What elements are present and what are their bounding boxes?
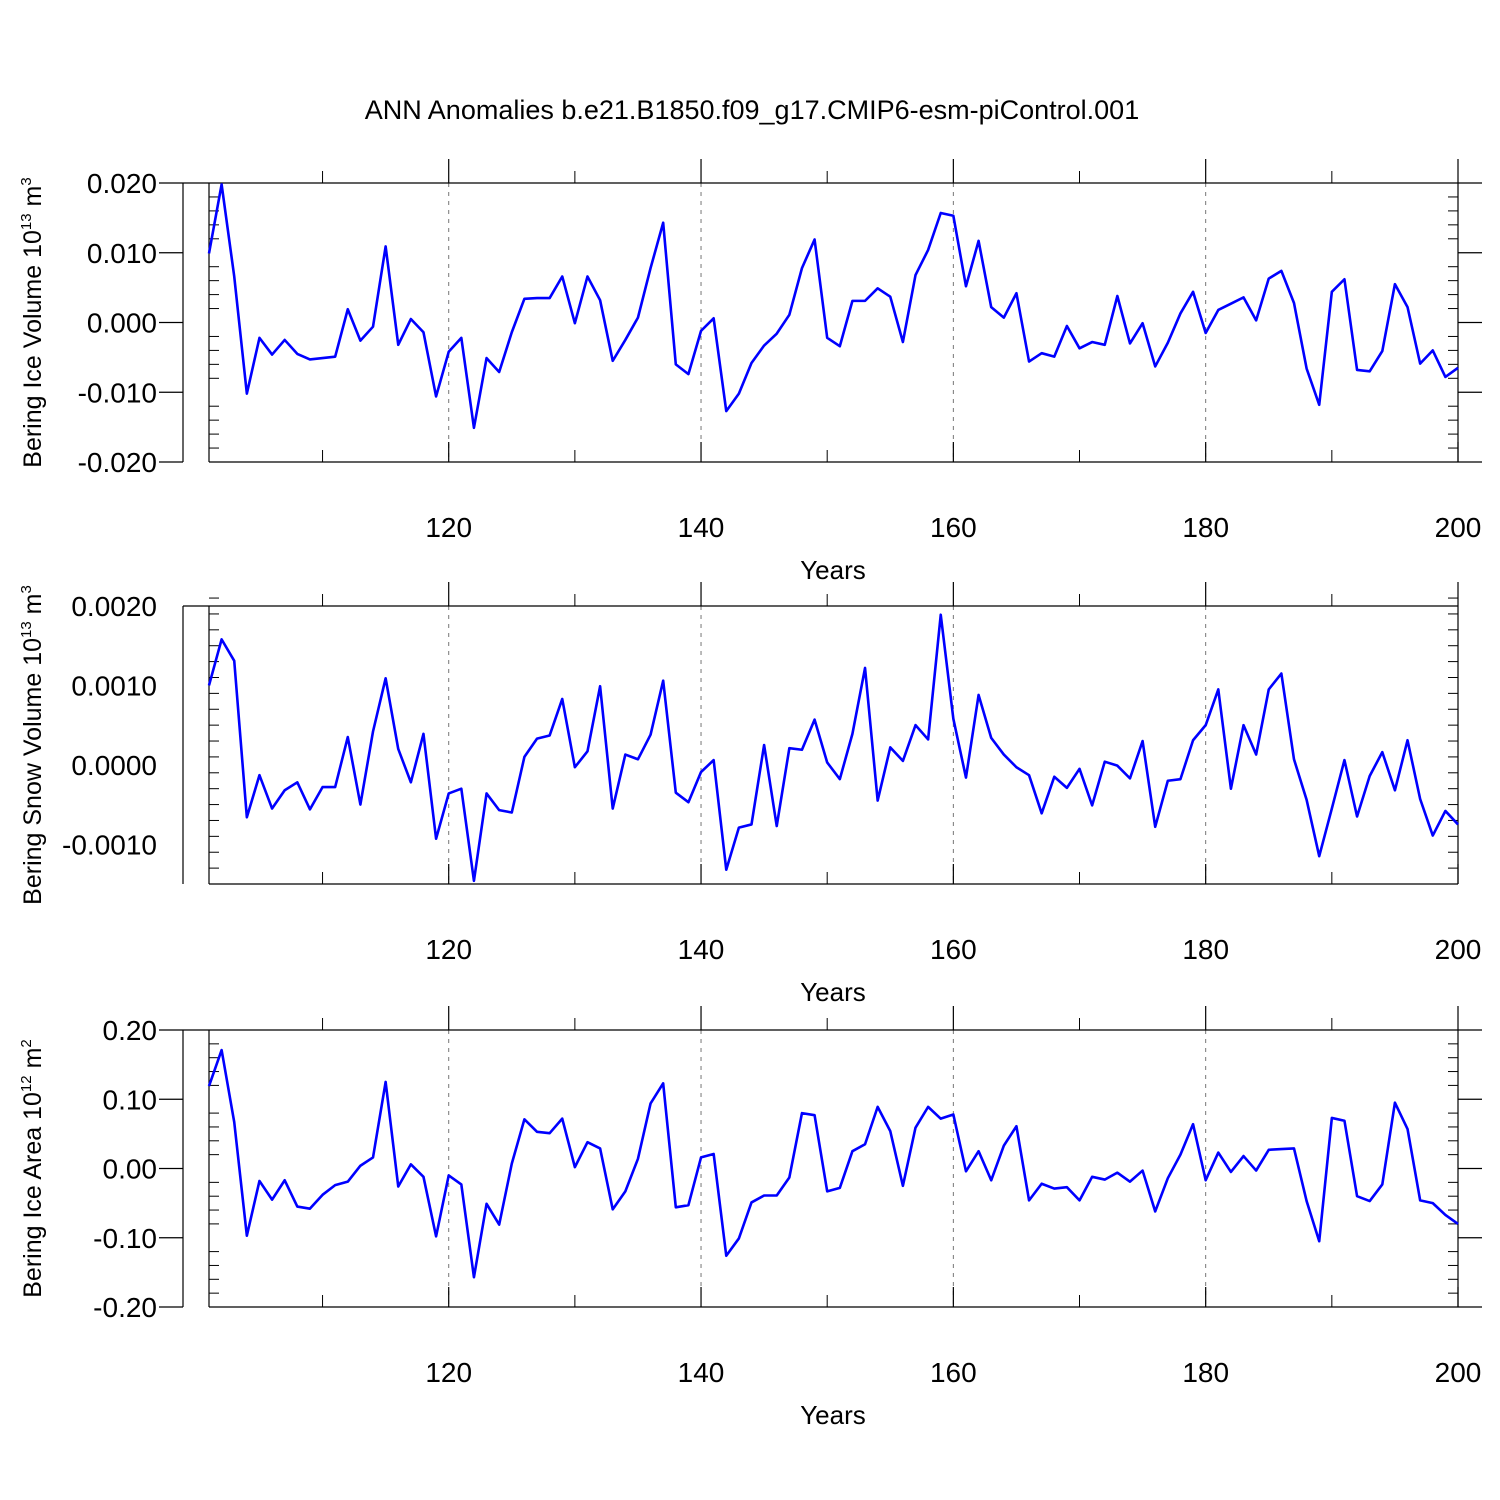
y-axis-label: Bering Ice Volume 1013 m3 (18, 177, 47, 467)
x-tick-label: 120 (425, 1357, 472, 1388)
y-tick-label: -0.10 (93, 1223, 157, 1254)
y-tick-label: 0.00 (103, 1154, 158, 1185)
y-axis-label: Bering Ice Area 1012 m2 (18, 1039, 47, 1298)
x-tick-label: 160 (930, 512, 977, 543)
y-tick-label: -0.0010 (62, 829, 157, 860)
panel-3: -0.20 -0.10 0.00 0.10 0.20 120 140 160 180 200 Yea… (18, 1006, 1482, 1430)
x-tick-label: 140 (678, 512, 725, 543)
y-tick-label: -0.010 (78, 377, 157, 408)
y-tick-label: 0.020 (87, 168, 157, 199)
panels: -0.020 -0.010 0.000 0.010 0.020 120 140 160 180 2… (18, 159, 1482, 1430)
y-axis-label: Bering Snow Volume 1013 m3 (18, 585, 47, 905)
panel-2: -0.0010 0.0000 0.0010 0.0020 120 140 160 180 200… (18, 582, 1481, 1007)
panel-1: -0.020 -0.010 0.000 0.010 0.020 120 140 160 180 2… (18, 159, 1482, 585)
x-tick-label: 160 (930, 1357, 977, 1388)
y-tick-label: 0.0020 (71, 591, 157, 622)
x-tick-label: 120 (425, 512, 472, 543)
y-tick-label: -0.20 (93, 1292, 157, 1323)
x-axis-label: Years (800, 555, 866, 585)
x-tick-label: 200 (1435, 934, 1482, 965)
y-tick-label: 0.010 (87, 238, 157, 269)
y-tick-label: 0.000 (87, 308, 157, 339)
y-tick-label: 0.20 (103, 1015, 158, 1046)
x-axis-label: Years (800, 977, 866, 1007)
x-tick-label: 180 (1182, 934, 1229, 965)
figure-title: ANN Anomalies b.e21.B1850.f09_g17.CMIP6-… (365, 95, 1139, 125)
x-tick-label: 140 (678, 1357, 725, 1388)
y-tick-label: 0.0010 (71, 670, 157, 701)
x-tick-label: 140 (678, 934, 725, 965)
x-tick-label: 180 (1182, 1357, 1229, 1388)
series-line (207, 1048, 1459, 1279)
y-tick-label: -0.020 (78, 447, 157, 478)
x-axis-label: Years (800, 1400, 866, 1430)
x-tick-label: 120 (425, 934, 472, 965)
x-tick-label: 200 (1435, 512, 1482, 543)
x-tick-label: 160 (930, 934, 977, 965)
x-tick-label: 180 (1182, 512, 1229, 543)
y-tick-label: 0.10 (103, 1084, 158, 1115)
series-line (207, 183, 1459, 430)
series-line (207, 613, 1459, 883)
x-tick-label: 200 (1435, 1357, 1482, 1388)
y-tick-label: 0.0000 (71, 750, 157, 781)
